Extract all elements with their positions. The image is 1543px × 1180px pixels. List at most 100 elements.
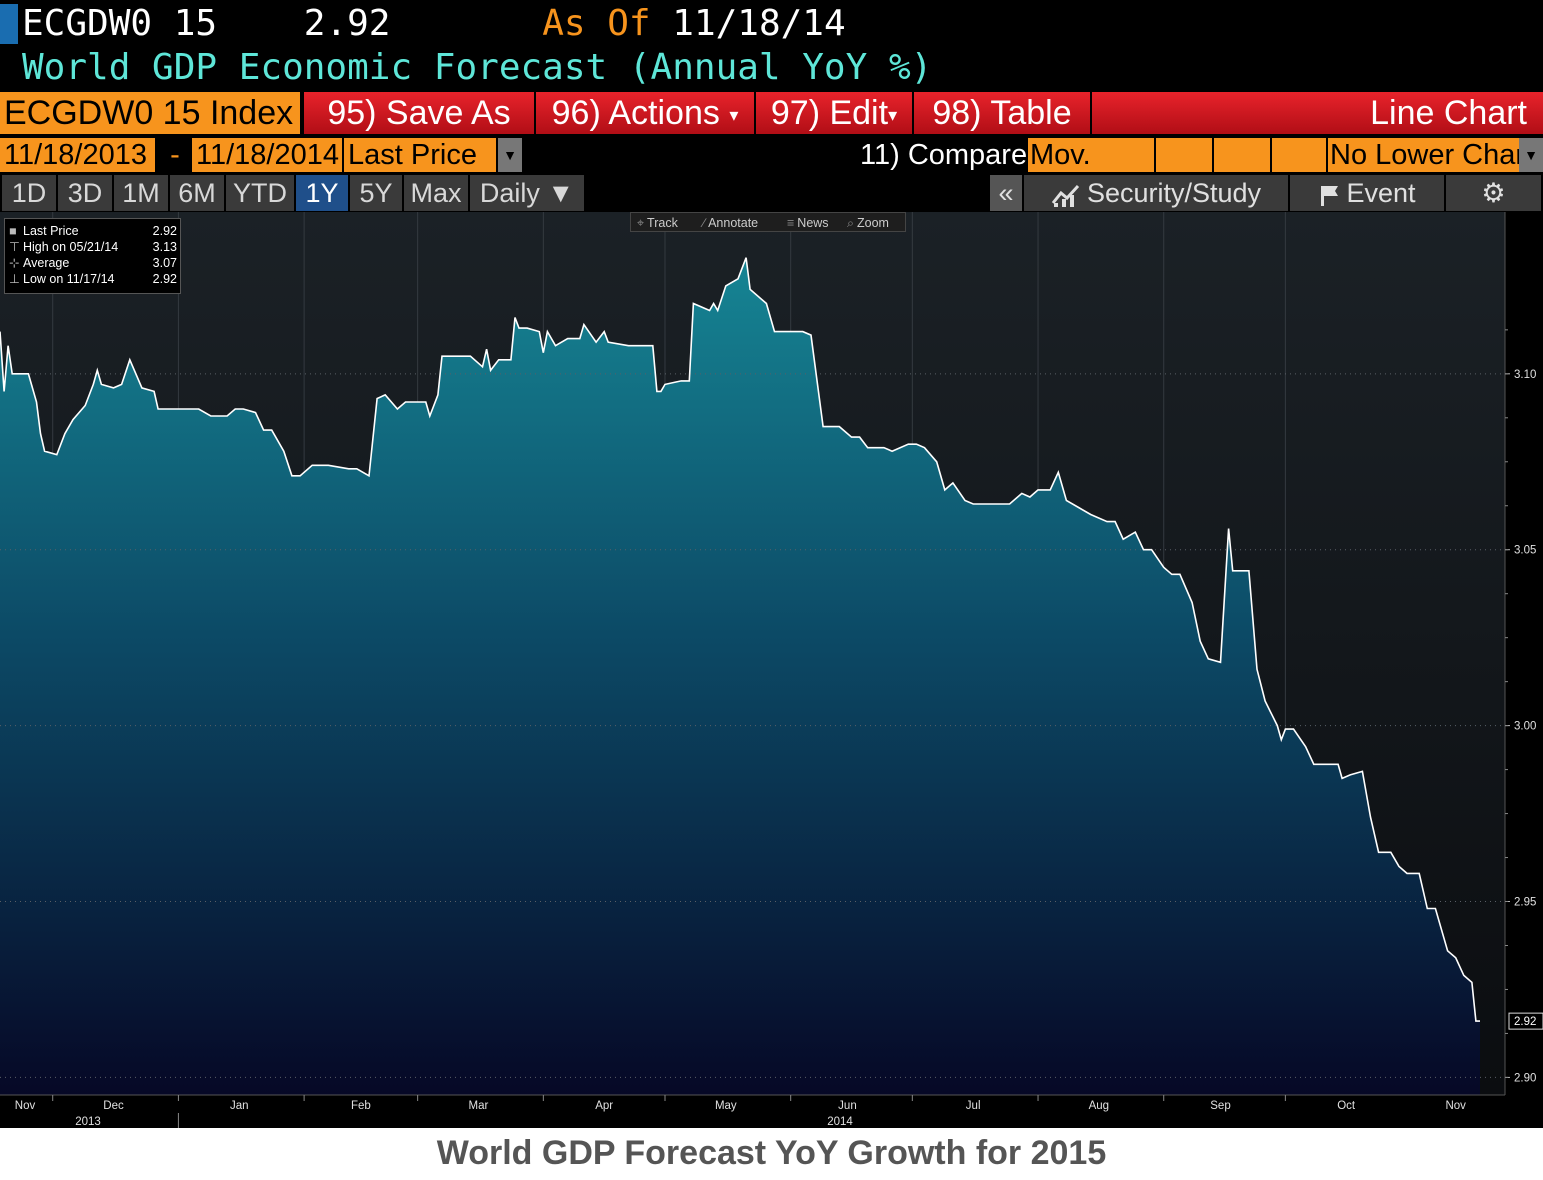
field-select[interactable]: Last Price bbox=[344, 138, 496, 172]
lower-chart-dropdown-icon[interactable]: ▼ bbox=[1519, 138, 1543, 172]
x-month-label: Jun bbox=[838, 1100, 857, 1112]
zoom-tool[interactable]: ⌕ Zoom bbox=[847, 213, 889, 233]
magnifier-icon: ⌕ bbox=[847, 216, 855, 230]
range-1m[interactable]: 1M bbox=[114, 175, 168, 211]
range-1d[interactable]: 1D bbox=[2, 175, 56, 211]
legend-average-label: Average bbox=[23, 256, 70, 270]
function-toolbar: ECGDW0 15 Index 95) Save As 96) Actions … bbox=[0, 90, 1543, 136]
x-month-label: Jul bbox=[966, 1100, 981, 1112]
edit-menu[interactable]: 97) Edit▾ bbox=[756, 92, 912, 134]
security-study-label: Security/Study bbox=[1086, 178, 1262, 208]
end-date-field[interactable]: 11/18/2014 bbox=[192, 138, 342, 172]
y-tick-label: 3.05 bbox=[1514, 545, 1536, 557]
last-price: 2.92 bbox=[303, 3, 391, 44]
figure-caption: World GDP Forecast YoY Growth for 2015 bbox=[0, 1128, 1543, 1180]
annotate-tool[interactable]: ∕ Annotate bbox=[703, 213, 758, 233]
actions-dropdown-icon: ▾ bbox=[729, 105, 739, 126]
legend-low-marker-icon: ⊥ bbox=[9, 272, 20, 286]
start-date-field[interactable]: 11/18/2013 bbox=[0, 138, 155, 172]
flag-icon bbox=[1321, 185, 1339, 206]
chart-type-label: Line Chart bbox=[1092, 92, 1543, 134]
series-line bbox=[0, 257, 1480, 1022]
x-month-label: Jan bbox=[230, 1100, 249, 1112]
command-cursor bbox=[0, 4, 18, 44]
zoom-label: Zoom bbox=[857, 216, 889, 230]
settings-icon[interactable]: ⚙ bbox=[1446, 175, 1541, 211]
legend-average-value: 3.07 bbox=[152, 256, 177, 270]
pencil-icon: ∕ bbox=[703, 216, 706, 230]
actions-menu[interactable]: 96) Actions ▾ bbox=[536, 92, 754, 134]
y-tick-label: 3.00 bbox=[1514, 721, 1536, 733]
legend-last-swatch-icon: ■ bbox=[9, 224, 17, 238]
edit-dropdown-icon: ▾ bbox=[888, 105, 898, 126]
range-5y[interactable]: 5Y bbox=[350, 175, 402, 211]
y-axis-strip bbox=[1505, 212, 1543, 1095]
range-ytd[interactable]: YTD bbox=[226, 175, 294, 211]
x-month-label: Apr bbox=[595, 1100, 613, 1112]
security-header: ECGDW0 15 2.92 As Of 11/18/14 World GDP … bbox=[0, 0, 1543, 90]
last-value-label: 2.92 bbox=[1514, 1016, 1536, 1028]
x-month-label: Sep bbox=[1210, 1100, 1230, 1112]
legend-average-marker-icon: ⊹ bbox=[9, 256, 20, 270]
save-as-button[interactable]: 95) Save As bbox=[304, 92, 534, 134]
frequency-select[interactable]: Daily ▼ bbox=[470, 175, 584, 211]
lower-chart-select[interactable]: No Lower Chart bbox=[1328, 138, 1520, 172]
as-of-label: As Of bbox=[542, 3, 651, 44]
legend-high-value: 3.13 bbox=[152, 240, 177, 254]
last-value-tag bbox=[1508, 1012, 1543, 1030]
range-max[interactable]: Max bbox=[404, 175, 468, 211]
legend-low-value: 2.92 bbox=[152, 272, 177, 286]
crosshair-icon: ⌖ bbox=[637, 216, 645, 230]
y-tick-label: 2.90 bbox=[1514, 1072, 1536, 1084]
ticker-symbol: ECGDW0 15 bbox=[22, 3, 218, 44]
x-month-label: Oct bbox=[1337, 1100, 1356, 1112]
date-separator: - bbox=[170, 139, 180, 171]
track-label: Track bbox=[647, 216, 678, 230]
annotate-label: Annotate bbox=[708, 216, 759, 230]
chart-panel[interactable]: 2.90 2.95 3.00 3.05 3.10 2.92 Nov Dec Jan Feb Ma… bbox=[0, 212, 1543, 1128]
x-month-label: Aug bbox=[1089, 1100, 1109, 1112]
event-label: Event bbox=[1346, 178, 1416, 208]
news-tool[interactable]: ≡ News bbox=[787, 213, 829, 233]
collapse-icon[interactable]: « bbox=[990, 175, 1022, 211]
event-button[interactable]: Event bbox=[1290, 175, 1444, 211]
study-slot-3[interactable] bbox=[1272, 138, 1326, 172]
chart-mini-toolbar: ⌖ Track ∕ Annotate ≡ News ⌕ Zoom bbox=[630, 212, 906, 232]
x-year-label: 2014 bbox=[827, 1116, 853, 1128]
as-of-date: 11/18/14 bbox=[672, 3, 846, 44]
security-description: World GDP Economic Forecast (Annual YoY … bbox=[22, 47, 933, 88]
news-icon: ≡ bbox=[787, 216, 795, 230]
edit-label: 97) Edit bbox=[770, 94, 889, 132]
x-month-label: Nov bbox=[15, 1100, 36, 1112]
study-slot-1[interactable] bbox=[1156, 138, 1212, 172]
range-bar: 1D 3D 1M 6M YTD 1Y 5Y Max Daily ▼ « Secu… bbox=[0, 174, 1543, 212]
legend-last: ■ Last Price 2.92 bbox=[9, 223, 177, 239]
range-6m[interactable]: 6M bbox=[170, 175, 224, 211]
compare-button[interactable]: 11) Compare bbox=[860, 139, 1028, 171]
x-month-label: Mar bbox=[469, 1100, 489, 1112]
study-slot-2[interactable] bbox=[1214, 138, 1270, 172]
table-button[interactable]: 98) Table bbox=[914, 92, 1090, 134]
mov-avgs-button[interactable]: Mov. Avgs bbox=[1028, 138, 1154, 205]
legend-last-label: Last Price bbox=[23, 224, 79, 238]
legend-high-label: High on 05/21/14 bbox=[23, 240, 119, 254]
x-month-label: Nov bbox=[1445, 1100, 1466, 1112]
index-label[interactable]: ECGDW0 15 Index bbox=[0, 92, 300, 134]
actions-label: 96) Actions bbox=[551, 94, 720, 132]
range-1y[interactable]: 1Y bbox=[296, 175, 348, 211]
security-study-button[interactable]: Security/Study bbox=[1024, 175, 1288, 211]
x-month-label: Dec bbox=[103, 1100, 124, 1112]
legend-average: ⊹ Average 3.07 bbox=[9, 255, 177, 271]
price-chart[interactable]: 2.90 2.95 3.00 3.05 3.10 2.92 Nov Dec Jan Feb Ma… bbox=[0, 212, 1543, 1128]
legend-low-label: Low on 11/17/14 bbox=[23, 272, 115, 286]
field-dropdown-icon[interactable]: ▼ bbox=[498, 138, 522, 172]
y-tick-label: 3.10 bbox=[1514, 369, 1536, 381]
parameter-bar: 11/18/2013 - 11/18/2014 Last Price ▼ 11)… bbox=[0, 136, 1543, 205]
legend-low: ⊥ Low on 11/17/14 2.92 bbox=[9, 271, 177, 287]
y-tick-label: 2.95 bbox=[1514, 897, 1536, 909]
news-label: News bbox=[797, 216, 829, 230]
track-tool[interactable]: ⌖ Track bbox=[637, 213, 678, 233]
chart-legend[interactable]: ■ Last Price 2.92 ⊤ High on 05/21/14 3.13 ⊹ A… bbox=[4, 218, 181, 294]
ticker-line: ECGDW0 15 2.92 As Of 11/18/14 bbox=[22, 2, 846, 46]
range-3d[interactable]: 3D bbox=[58, 175, 112, 211]
